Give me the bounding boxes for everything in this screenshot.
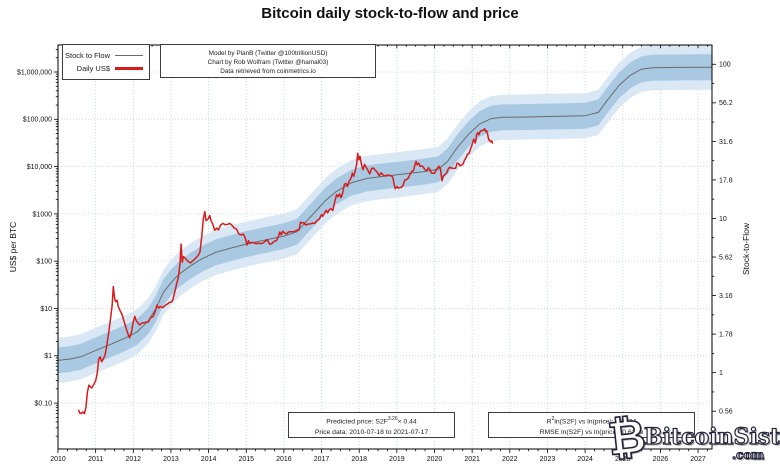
- svg-text:2027: 2027: [690, 456, 706, 463]
- legend-label: Stock to Flow: [64, 51, 110, 60]
- svg-text:56.2: 56.2: [719, 100, 733, 107]
- svg-text:2020: 2020: [427, 456, 443, 463]
- credit-chart: Chart by Rob Wolfram (Twitter @hamal03): [207, 59, 329, 66]
- svg-text:$10: $10: [40, 306, 52, 313]
- svg-text:2026: 2026: [653, 456, 669, 463]
- svg-text:2024: 2024: [577, 456, 593, 463]
- credit-model: Model by PlanB (Twitter @100trillionUSD): [208, 50, 328, 57]
- svg-text:1: 1: [719, 370, 723, 377]
- svg-text:$100: $100: [36, 259, 52, 266]
- r2-stat: R2ln(S2F) vs ln(price): 0.9424: [546, 416, 637, 426]
- svg-text:2025: 2025: [615, 456, 631, 463]
- stats-box: R2ln(S2F) vs ln(price): 0.9424 RMSE ln(S…: [488, 412, 695, 438]
- svg-text:2013: 2013: [163, 456, 179, 463]
- svg-text:2015: 2015: [238, 456, 254, 463]
- tick-labels: 2010 2011 2012 2013 2014 2015 2016 2017 2018 2019…: [17, 62, 733, 463]
- stock-to-flow-line-swatch: [115, 54, 143, 57]
- daily-usd-line-swatch: [115, 67, 143, 70]
- svg-text:0.56: 0.56: [719, 409, 733, 416]
- svg-text:2019: 2019: [389, 456, 405, 463]
- svg-text:100: 100: [719, 62, 731, 69]
- legend: Stock to Flow Daily US$: [62, 44, 150, 80]
- credits-box: Model by PlanB (Twitter @100trillionUSD)…: [160, 44, 376, 78]
- svg-text:2016: 2016: [276, 456, 292, 463]
- svg-text:2014: 2014: [201, 456, 217, 463]
- formula-box: Predicted price: S2F3.26× 0.44 Price dat…: [288, 412, 455, 438]
- confidence-bands: [58, 45, 712, 383]
- svg-text:3.16: 3.16: [719, 293, 733, 300]
- svg-text:2017: 2017: [314, 456, 330, 463]
- svg-text:31.6: 31.6: [719, 139, 733, 146]
- credit-data: Data retrieved from coinmetrics.io: [220, 68, 316, 75]
- svg-text:$1,000,000: $1,000,000: [17, 69, 52, 76]
- svg-text:$100,000: $100,000: [23, 117, 52, 124]
- legend-label: Daily US$: [76, 64, 110, 73]
- rmse-stat: RMSE ln(S2F) vs ln(price): 0.62 (e: [539, 429, 644, 437]
- svg-text:2011: 2011: [88, 456, 103, 463]
- svg-text:1.78: 1.78: [719, 332, 733, 339]
- svg-text:$10,000: $10,000: [27, 164, 52, 171]
- svg-text:$1000: $1000: [33, 211, 53, 218]
- y-axis-label-left: US$ per BTC: [8, 222, 18, 273]
- svg-text:2022: 2022: [502, 456, 518, 463]
- y-axis-label-right: Stock-to-Flow: [741, 222, 751, 275]
- svg-text:5.62: 5.62: [719, 254, 733, 261]
- predicted-price-formula: Predicted price: S2F3.26× 0.44: [326, 416, 417, 426]
- svg-text:10: 10: [719, 216, 727, 223]
- svg-text:2021: 2021: [464, 456, 480, 463]
- svg-text:2018: 2018: [351, 456, 367, 463]
- svg-text:2010: 2010: [50, 456, 66, 463]
- legend-item-daily-usd: Daily US$: [63, 62, 149, 75]
- svg-text:17.8: 17.8: [719, 177, 733, 184]
- price-data-range: Price data: 2010-07-18 to 2021-07-17: [314, 429, 429, 437]
- svg-text:$0.10: $0.10: [34, 401, 52, 408]
- series-lines: [58, 66, 712, 415]
- legend-item-stock-to-flow: Stock to Flow: [63, 49, 149, 62]
- axes-ticks: [54, 44, 716, 453]
- svg-text:2023: 2023: [540, 456, 556, 463]
- svg-text:2012: 2012: [126, 456, 142, 463]
- svg-text:$1: $1: [44, 353, 52, 360]
- chart-title: Bitcoin daily stock-to-flow and price: [261, 5, 519, 22]
